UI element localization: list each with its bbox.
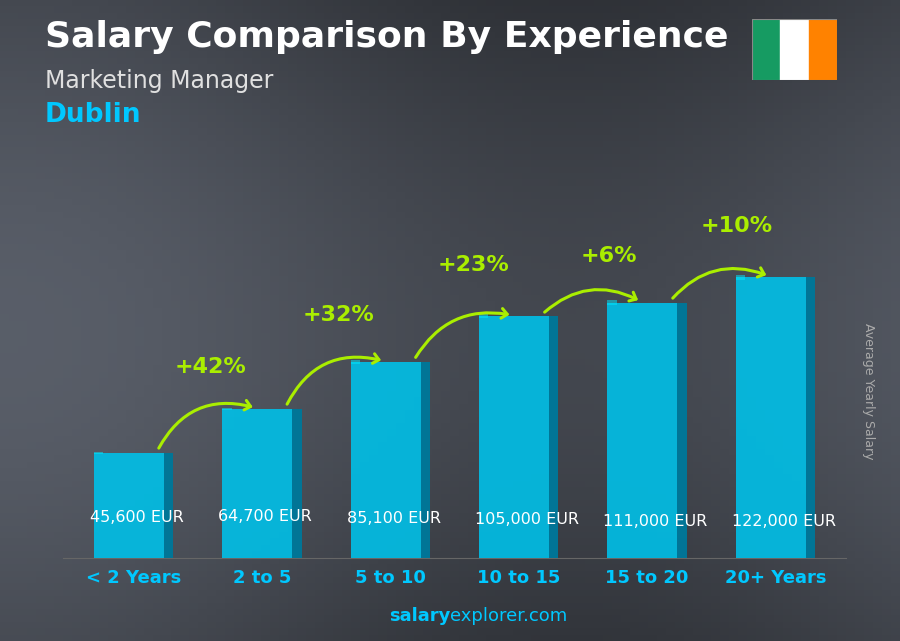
Bar: [292, 409, 302, 558]
Text: 105,000 EUR: 105,000 EUR: [475, 512, 579, 526]
Bar: [780, 19, 808, 80]
Text: +10%: +10%: [701, 216, 773, 236]
Bar: [608, 303, 687, 558]
Bar: [222, 408, 231, 410]
Bar: [608, 300, 616, 305]
Bar: [164, 453, 174, 558]
Text: salary: salary: [389, 607, 450, 625]
Text: 111,000 EUR: 111,000 EUR: [603, 515, 707, 529]
Text: 64,700 EUR: 64,700 EUR: [218, 508, 312, 524]
Bar: [808, 19, 837, 80]
Bar: [94, 453, 174, 558]
Text: 45,600 EUR: 45,600 EUR: [90, 510, 184, 526]
Bar: [420, 362, 430, 558]
Text: +32%: +32%: [303, 305, 375, 325]
Text: Dublin: Dublin: [45, 102, 141, 128]
Text: +42%: +42%: [175, 357, 247, 377]
Bar: [549, 316, 559, 558]
Bar: [350, 362, 430, 558]
Text: Average Yearly Salary: Average Yearly Salary: [862, 323, 875, 459]
Text: +6%: +6%: [580, 246, 637, 266]
Bar: [350, 360, 360, 364]
Bar: [222, 409, 302, 558]
Bar: [479, 314, 489, 319]
Text: Salary Comparison By Experience: Salary Comparison By Experience: [45, 21, 728, 54]
Bar: [752, 19, 780, 80]
Bar: [806, 277, 815, 558]
Text: 122,000 EUR: 122,000 EUR: [732, 513, 835, 529]
Bar: [735, 275, 745, 279]
Text: +23%: +23%: [438, 255, 509, 275]
Bar: [678, 303, 687, 558]
Text: explorer.com: explorer.com: [450, 607, 567, 625]
Bar: [735, 277, 815, 558]
Text: 85,100 EUR: 85,100 EUR: [346, 511, 440, 526]
Text: Marketing Manager: Marketing Manager: [45, 69, 274, 93]
Bar: [479, 316, 559, 558]
Bar: [94, 452, 104, 454]
